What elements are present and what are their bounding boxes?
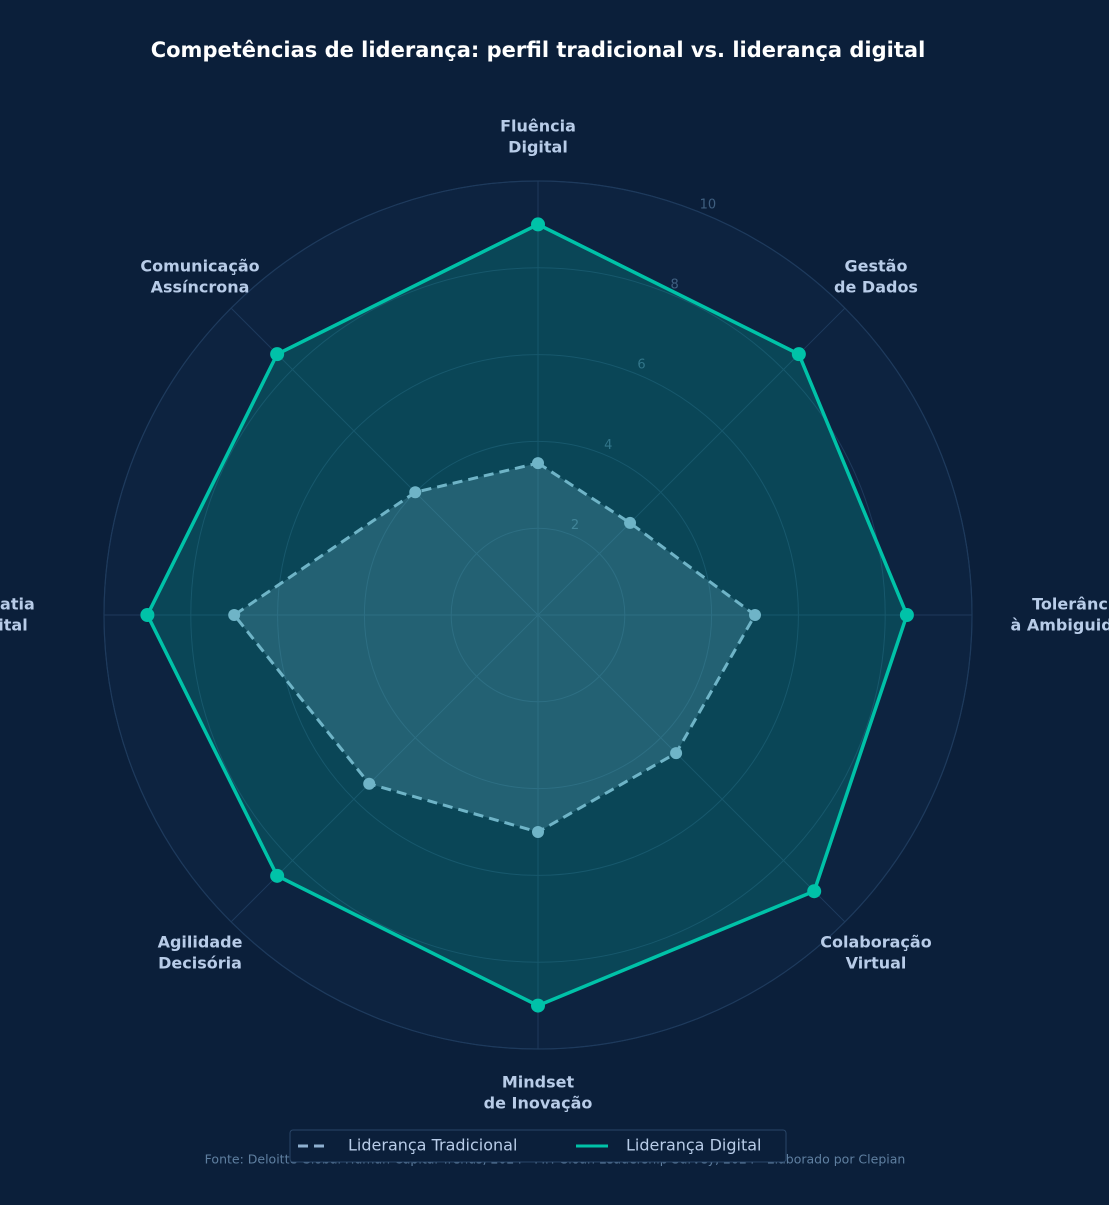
category-label: Gestão de Dados — [834, 256, 918, 296]
category-label-line: Empatia — [0, 594, 35, 613]
data-point — [532, 457, 544, 470]
data-point — [531, 217, 545, 232]
r-tick-label: 10 — [700, 197, 717, 212]
data-point — [363, 777, 376, 790]
category-label-line: Virtual — [846, 953, 907, 972]
legend-box — [289, 1129, 787, 1163]
category-label-line: de Dados — [834, 277, 918, 296]
axis-spoke — [537, 307, 846, 616]
chart-title: Competências de liderança: perfil tradic… — [151, 38, 926, 62]
data-point — [899, 608, 914, 622]
data-point — [791, 347, 806, 362]
r-tick-label: 6 — [637, 358, 645, 373]
legend-label: Liderança Tradicional — [348, 1136, 517, 1155]
series-area — [234, 463, 755, 832]
category-label: Mindset de Inovação — [484, 1072, 593, 1112]
category-label: Colaboração Virtual — [820, 932, 931, 972]
category-label-line: Digital — [0, 615, 28, 634]
category-label-line: Agilidade — [158, 932, 243, 951]
category-label-line: Comunicação — [140, 256, 259, 275]
data-point — [270, 868, 285, 883]
r-tick-label: 8 — [671, 277, 679, 292]
data-point — [228, 609, 241, 621]
category-label: Tolerância à Ambiguidade — [1011, 594, 1109, 634]
data-point — [140, 608, 155, 622]
data-point — [807, 884, 822, 899]
category-label-line: Fluência — [500, 116, 576, 135]
data-point — [270, 347, 285, 362]
legend-label: Liderança Digital — [626, 1136, 761, 1155]
data-point — [409, 486, 422, 499]
data-point — [749, 609, 761, 621]
category-label-line: Colaboração — [820, 932, 931, 951]
axis-spoke — [230, 307, 539, 616]
category-label-line: de Inovação — [484, 1093, 593, 1112]
series-area — [147, 224, 907, 1006]
category-label-line: à Ambiguidade — [1011, 615, 1109, 634]
category-label: Fluência Digital — [500, 116, 576, 156]
category-label-line: Gestão — [845, 256, 908, 275]
category-label: Comunicação Assíncrona — [140, 256, 259, 296]
category-label-line: Decisória — [158, 953, 242, 972]
category-label: Agilidade Decisória — [158, 932, 243, 972]
category-label-line: Mindset — [502, 1072, 575, 1091]
data-point — [532, 826, 544, 838]
axis-spoke — [230, 614, 539, 923]
data-point — [624, 516, 637, 529]
axis-spoke — [537, 614, 846, 923]
category-label-line: Tolerância — [1032, 594, 1109, 613]
r-tick-label: 2 — [571, 518, 579, 533]
data-point — [670, 747, 683, 760]
legend: Liderança Tradicional Liderança Digital — [289, 1129, 787, 1163]
category-label-line: Digital — [508, 137, 568, 156]
data-point — [531, 998, 545, 1013]
category-label-line: Assíncrona — [151, 277, 250, 296]
category-label: Empatia Digital — [0, 594, 35, 634]
r-tick-label: 4 — [604, 438, 612, 453]
